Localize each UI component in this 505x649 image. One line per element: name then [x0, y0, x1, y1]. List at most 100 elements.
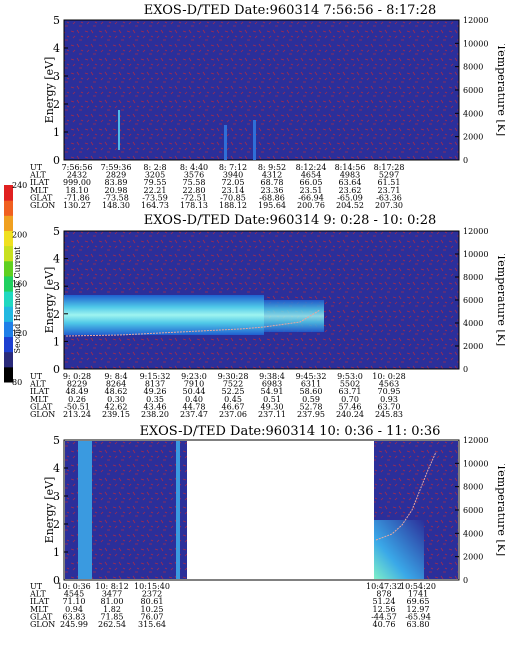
table-cell: 2432: [67, 171, 87, 180]
table-row-label: MLT: [30, 605, 49, 614]
table-cell: 1741: [408, 590, 428, 599]
y2tick-label: 2000: [463, 342, 483, 351]
table-cell: 54.91: [261, 387, 284, 396]
table-cell: 10:15:40: [134, 582, 170, 591]
table-cell: 240.24: [336, 410, 364, 419]
ytick-label: 3: [53, 280, 60, 293]
table-row-label: GLAT: [30, 402, 53, 411]
colorbar-segment: [4, 215, 13, 231]
table-cell: 69.65: [407, 597, 430, 606]
table-cell: 8:14:56: [335, 163, 366, 172]
table-cell: 6983: [262, 380, 282, 389]
table-cell: 0.59: [302, 395, 320, 404]
table-cell: 10.25: [141, 605, 164, 614]
table-cell: 237.11: [258, 410, 286, 419]
table-cell: 200.76: [297, 201, 325, 210]
panel-2-title: EXOS-D/TED Date:960314 9: 0:28 - 10: 0:2…: [144, 213, 437, 228]
table-cell: 44.78: [183, 402, 206, 411]
table-cell: -63.36: [376, 193, 402, 202]
colorbar-segment: [4, 351, 13, 368]
ytick-label: 5: [53, 225, 60, 238]
colorbar-segment: [4, 321, 13, 338]
y2tick-label: 10000: [463, 459, 488, 468]
table-cell: 8:12:24: [296, 163, 327, 172]
ytick-label: 4: [53, 462, 60, 475]
table-cell: 9:38:4: [259, 372, 285, 381]
table-cell: 46.67: [222, 402, 245, 411]
table-cell: 10: 0:28: [372, 372, 405, 381]
table-cell: -65.09: [337, 193, 363, 202]
y2tick-label: 8000: [463, 273, 483, 282]
panel-1-spike: [253, 120, 256, 160]
table-cell: 3940: [223, 171, 243, 180]
table-cell: 52.78: [300, 402, 323, 411]
table-cell: 70.95: [378, 387, 401, 396]
table-cell: 63.71: [339, 387, 362, 396]
colorbar-segment: [4, 306, 13, 322]
colorbar: 80 120 160 200 240 Second Harmonic Current: [4, 181, 27, 387]
y2tick-label: 4000: [463, 529, 483, 538]
table-cell: 8:17:28: [374, 163, 405, 172]
table-row-label: MLT: [30, 395, 49, 404]
colorbar-tick: 240: [12, 181, 27, 190]
table-cell: 3477: [102, 590, 122, 599]
panel-3-stripe: [78, 441, 92, 579]
table-cell: 204.52: [336, 201, 364, 210]
table-row-label: UT: [30, 163, 43, 172]
table-row-label: ALT: [29, 171, 46, 180]
colorbar-label: Second Harmonic Current: [13, 246, 22, 354]
table-cell: 878: [376, 590, 391, 599]
y2tick-label: 0: [463, 156, 468, 165]
panel-3-ylabel: Energy [eV]: [43, 477, 56, 544]
table-row-label: ILAT: [30, 178, 50, 187]
y2tick-label: 4000: [463, 109, 483, 118]
table-cell: 12.97: [407, 605, 430, 614]
table-cell: 164.73: [141, 201, 169, 210]
table-cell: 12.56: [373, 605, 396, 614]
colorbar-tick: 160: [12, 280, 27, 289]
table-cell: 9:15:32: [140, 372, 171, 381]
table-cell: 22.80: [183, 186, 206, 195]
y2tick-label: 0: [463, 365, 468, 374]
table-cell: 75.58: [183, 178, 206, 187]
table-cell: 245.99: [60, 620, 88, 629]
table-cell: 0.26: [68, 395, 86, 404]
table-cell: -66.94: [298, 193, 324, 202]
table-cell: -70.85: [220, 193, 246, 202]
table-cell: 23.51: [300, 186, 323, 195]
table-cell: 0.40: [185, 395, 203, 404]
panel-3: EXOS-D/TED Date:960314 10: 0:36 - 11: 0:…: [43, 424, 505, 587]
table-cell: 1.82: [103, 605, 121, 614]
table-cell: 23.14: [222, 186, 245, 195]
table-cell: 999.00: [63, 178, 91, 187]
table-cell: 8137: [145, 380, 165, 389]
ytick-label: 3: [53, 70, 60, 83]
table-row-label: ILAT: [30, 387, 50, 396]
table-cell: -68.86: [259, 193, 285, 202]
table-cell: 0.93: [380, 395, 398, 404]
colorbar-segment: [4, 200, 13, 216]
table-cell: 42.62: [105, 402, 128, 411]
table-cell: 130.27: [63, 201, 91, 210]
table-cell: 10: 8:12: [95, 582, 128, 591]
table-cell: 237.47: [180, 410, 208, 419]
y2tick-label: 10000: [463, 39, 488, 48]
table-row-label: GLAT: [30, 612, 53, 621]
table-cell: 72.05: [222, 178, 245, 187]
colorbar-tick: 120: [12, 329, 27, 338]
panel-2-band: [64, 295, 264, 335]
table-cell: 207.30: [375, 201, 403, 210]
table-cell: 49.26: [144, 387, 167, 396]
table-cell: 10:54:20: [400, 582, 436, 591]
table-cell: 18.10: [66, 186, 89, 195]
panel-3-stripe: [176, 441, 180, 579]
table-cell: 23.71: [378, 186, 401, 195]
table-cell: 52.25: [222, 387, 245, 396]
panel-1-y2label: Temperature [K]: [495, 44, 505, 136]
table-cell: 8: 2:8: [143, 163, 166, 172]
table-cell: 10: 0:36: [57, 582, 90, 591]
ytick-label: 0: [53, 574, 60, 587]
table-row-label: GLAT: [30, 193, 53, 202]
colorbar-tick: 80: [12, 378, 22, 387]
